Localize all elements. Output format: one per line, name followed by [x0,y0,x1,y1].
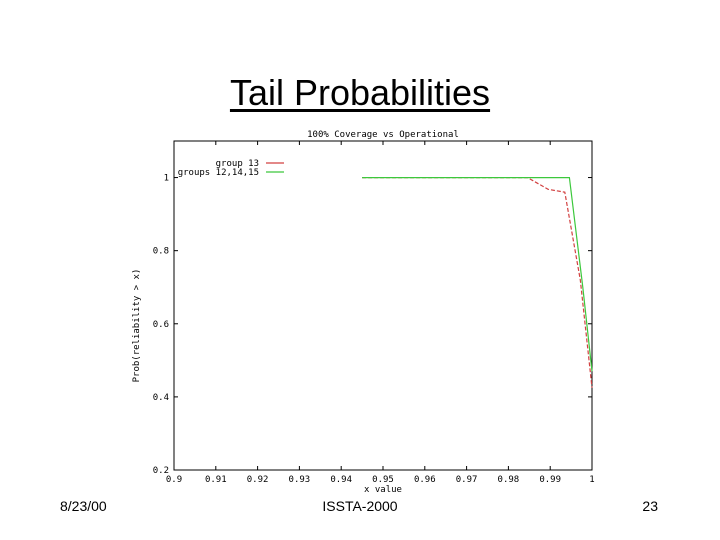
chart-area: 100% Coverage vs Operational 0.9 0.91 0.92 0… [125,126,600,496]
x-tick-label: 0.94 [330,475,352,485]
footer-date: 8/23/00 [60,498,107,514]
x-tick-label: 0.96 [414,475,436,485]
x-tick-label: 0.92 [247,475,269,485]
chart-title: 100% Coverage vs Operational [307,130,459,140]
legend-label-2: groups 12,14,15 [178,168,259,178]
x-tick-label: 0.98 [498,475,520,485]
x-tick-label: 1 [589,475,594,485]
slide-title: Tail Probabilities [229,72,491,113]
y-tick-label: 0.8 [153,247,169,257]
plot-frame [173,140,593,471]
series-line-2 [362,176,593,372]
x-axis-label: x value [364,485,402,495]
y-tick-label: 1 [164,174,169,184]
y-tick-label: 0.4 [153,393,169,403]
x-tick-label: 0.99 [539,475,561,485]
x-tick-label: 0.91 [205,475,227,485]
line-chart: 100% Coverage vs Operational 0.9 0.91 0.92 0… [132,130,595,495]
x-tick-label: 0.93 [289,475,311,485]
y-axis-label: Prob(reliability > x) [132,269,142,383]
series-line-1 [362,176,593,388]
y-tick-label: 0.2 [153,466,169,476]
legend-label-1: group 13 [216,159,259,169]
y-tick-label: 0.6 [153,320,169,330]
x-tick-label: 0.95 [372,475,394,485]
x-tick-label: 0.97 [456,475,478,485]
x-tick-label: 0.9 [166,475,182,485]
footer-presentation-name: ISSTA-2000 [322,498,398,514]
footer-page-number: 23 [642,498,658,514]
